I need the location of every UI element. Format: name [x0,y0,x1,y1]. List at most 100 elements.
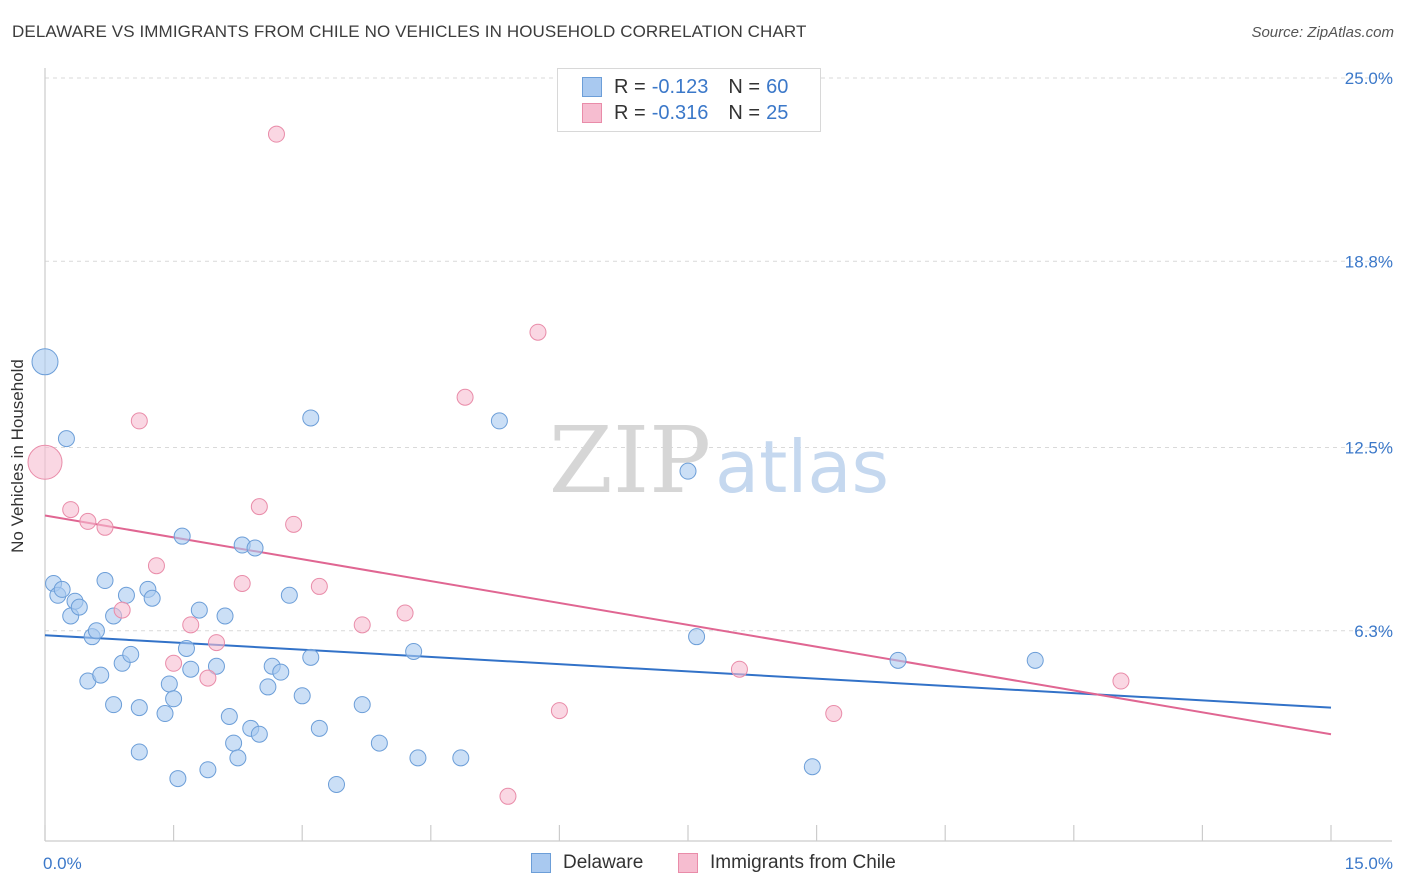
point-delaware [353,696,371,714]
point-chile [310,577,328,595]
point-chile [250,498,268,516]
point-delaware [889,651,907,669]
point-delaware [229,749,247,767]
point-chile [113,601,131,619]
legend-item-delaware: Delaware [531,852,643,874]
point-delaware [122,645,140,663]
legend-r-value: -0.123 [651,75,709,98]
point-delaware [452,749,470,767]
point-delaware [293,687,311,705]
legend-r-value: -0.316 [651,101,709,124]
series-legend: Delaware Immigrants from Chile [0,852,1406,878]
point-delaware [143,589,161,607]
point-chile [730,660,748,678]
point-delaware [327,775,345,793]
point-delaware [1026,651,1044,669]
legend-r-label: R = [614,101,646,124]
point-chile [1112,672,1130,690]
legend-swatch-delaware [582,77,602,97]
point-delaware [130,699,148,717]
legend-label-delaware: Delaware [563,852,644,873]
legend-swatch-delaware [531,853,551,873]
y-axis-label: No Vehicles in Household [8,359,27,553]
legend-n-label: N = [728,101,761,124]
point-delaware [246,539,264,557]
point-delaware [96,572,114,590]
point-chile [79,512,97,530]
point-delaware [207,657,225,675]
legend-row-chile: R = -0.316 N = 25 [582,101,788,125]
legend-n-value: 60 [766,75,789,98]
point-delaware [409,749,427,767]
point-chile [62,501,80,519]
y-tick-label: 6.3% [1354,622,1393,641]
point-delaware [70,598,88,616]
point-delaware [803,758,821,776]
correlation-legend: R = -0.123 N = 60 R = -0.316 N = 25 [557,68,821,132]
legend-swatch-chile [678,853,698,873]
point-chile [182,616,200,634]
point-delaware [302,409,320,427]
source-label: Source: ZipAtlas.com [1251,24,1394,41]
legend-n-value: 25 [766,101,789,124]
point-delaware [225,734,243,752]
watermark: ZIP atlas [549,407,889,514]
point-delaware [92,666,110,684]
point-delaware [130,743,148,761]
point-delaware [173,527,191,545]
point-delaware [250,725,268,743]
point-delaware [165,690,183,708]
point-chile [267,125,285,143]
point-chile [499,787,517,805]
y-tick-label: 12.5% [1345,439,1393,458]
point-chile [529,323,547,341]
x-tick-label: 0.0% [43,854,82,873]
point-delaware [177,640,195,658]
point-chile [285,515,303,533]
legend-row-delaware: R = -0.123 N = 60 [582,75,788,99]
point-delaware [31,348,59,376]
point-chile [199,669,217,687]
point-chile [396,604,414,622]
chart-title: DELAWARE VS IMMIGRANTS FROM CHILE NO VEH… [12,22,807,41]
point-chile [825,705,843,723]
point-chile [207,634,225,652]
point-delaware [272,663,290,681]
point-delaware [57,430,75,448]
point-delaware [199,761,217,779]
point-delaware [190,601,208,619]
point-delaware [280,586,298,604]
trend-line-delaware [44,634,1332,709]
y-tick-label: 18.8% [1345,252,1393,271]
legend-item-chile: Immigrants from Chile [678,852,896,874]
point-chile [96,518,114,536]
point-delaware [688,628,706,646]
point-chile [147,557,165,575]
point-delaware [156,705,174,723]
data-points [27,125,1130,805]
point-chile [233,574,251,592]
point-delaware [679,462,697,480]
point-delaware [117,586,135,604]
point-chile [456,388,474,406]
point-delaware [216,607,234,625]
legend-n-label: N = [728,75,761,98]
point-chile [130,412,148,430]
point-chile [550,702,568,720]
watermark-atlas: atlas [715,425,889,509]
point-chile [353,616,371,634]
point-delaware [169,770,187,788]
point-delaware [53,580,71,598]
point-delaware [160,675,178,693]
legend-r-label: R = [614,75,646,98]
x-tick-label: 15.0% [1345,854,1393,873]
point-delaware [370,734,388,752]
y-tick-label: 25.0% [1345,69,1393,88]
point-delaware [259,678,277,696]
point-delaware [105,696,123,714]
point-chile [27,444,63,480]
point-delaware [87,622,105,640]
point-delaware [302,648,320,666]
legend-label-chile: Immigrants from Chile [710,852,896,873]
